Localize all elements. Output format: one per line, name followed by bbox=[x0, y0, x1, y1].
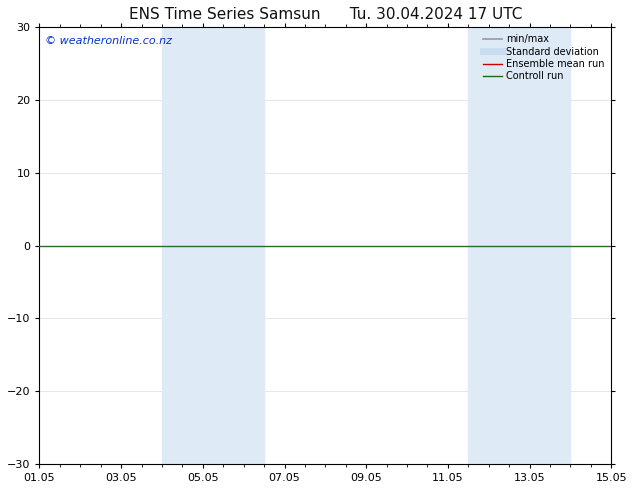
Bar bbox=[469, 27, 571, 464]
Bar bbox=[162, 27, 264, 464]
Text: © weatheronline.co.nz: © weatheronline.co.nz bbox=[45, 36, 172, 46]
Title: ENS Time Series Samsun      Tu. 30.04.2024 17 UTC: ENS Time Series Samsun Tu. 30.04.2024 17… bbox=[129, 7, 522, 22]
Legend: min/max, Standard deviation, Ensemble mean run, Controll run: min/max, Standard deviation, Ensemble me… bbox=[481, 32, 606, 83]
